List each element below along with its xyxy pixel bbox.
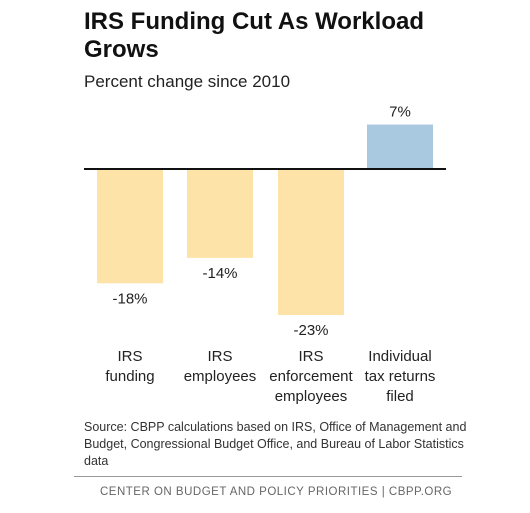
category-label-4: Individual tax returns filed <box>365 348 436 405</box>
category-label-2: IRS employees <box>184 348 257 385</box>
bar-chart: -18% IRS funding -14% IRS employees -23% IRS enf… <box>84 104 446 405</box>
value-label-4: 7% <box>389 104 411 121</box>
bar-2 <box>187 169 253 258</box>
category-label-1: IRS funding <box>105 348 154 385</box>
bar-1 <box>97 169 163 284</box>
bar-4 <box>367 124 433 169</box>
value-label-1: -18% <box>112 290 147 307</box>
source-note: Source: CBPP calculations based on IRS, … <box>84 420 467 468</box>
chart-subtitle: Percent change since 2010 <box>84 72 291 91</box>
footer-divider <box>74 476 462 477</box>
chart-title: IRS Funding Cut As Workload Grows <box>84 8 424 63</box>
value-label-3: -23% <box>293 322 328 339</box>
footer-credit: CENTER ON BUDGET AND POLICY PRIORITIES |… <box>100 486 453 498</box>
bar-3 <box>278 169 344 316</box>
category-label-3: IRS enforcement employees <box>269 348 353 405</box>
value-label-2: -14% <box>202 265 237 282</box>
